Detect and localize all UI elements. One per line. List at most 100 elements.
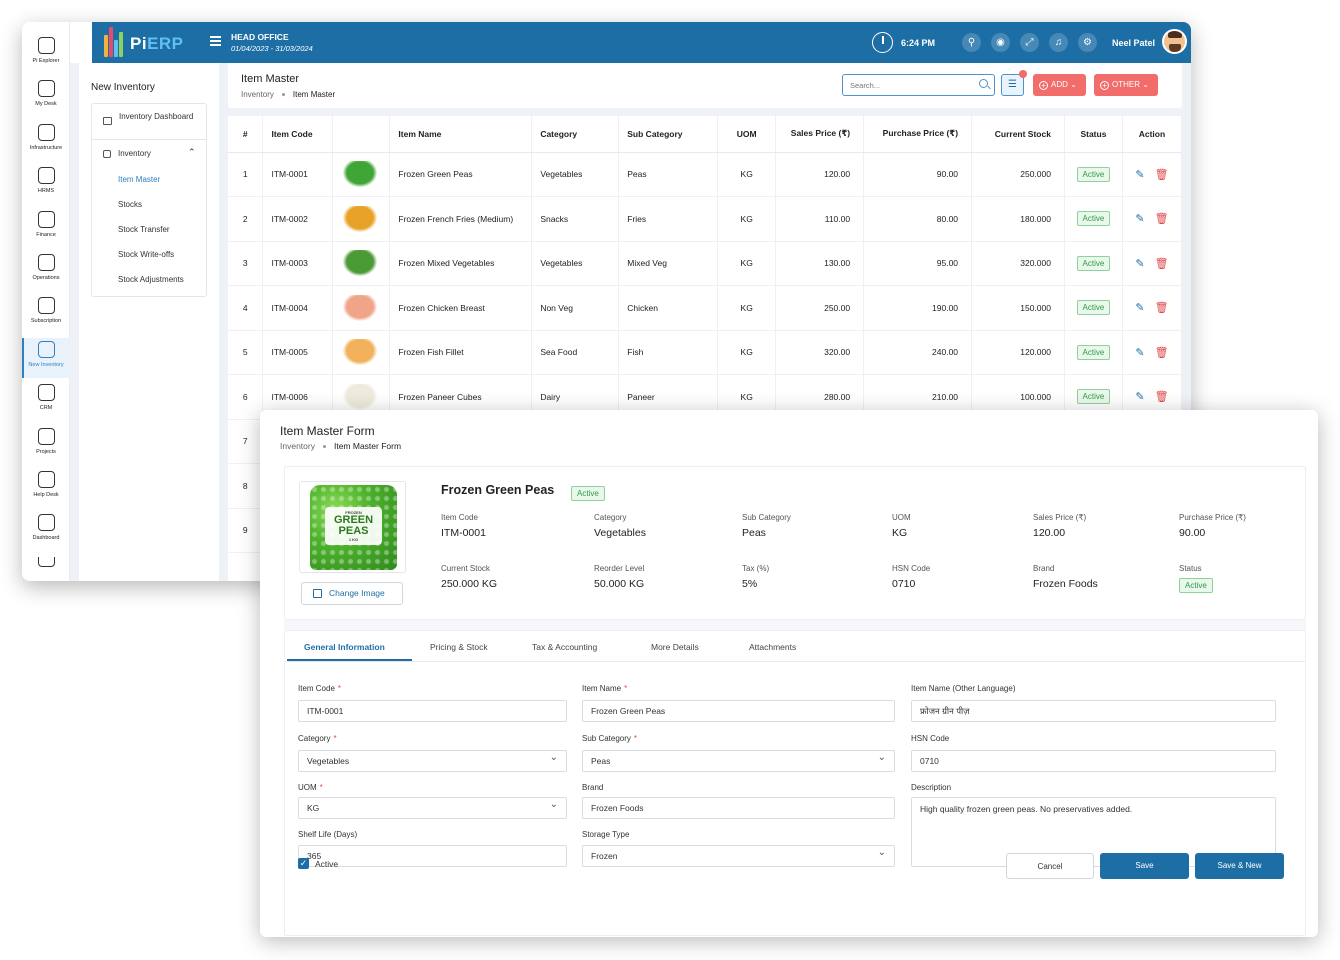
plus-circle-icon: + <box>1039 81 1048 90</box>
summary-label: Sales Price (₹) <box>1033 513 1087 522</box>
table-row[interactable]: 2 ITM-0002 Frozen French Fries (Medium) Sna… <box>228 196 1183 242</box>
nav-item-label: Operations <box>32 275 60 281</box>
sub-category-select[interactable]: Peas <box>582 748 895 772</box>
hsn-code-field[interactable] <box>911 750 1276 772</box>
other-button[interactable]: + OTHER ⌄ <box>1094 74 1158 96</box>
nav-item-projects[interactable]: Projects <box>22 425 70 465</box>
pin-icon[interactable]: ⚲ <box>962 33 981 52</box>
edit-icon[interactable]: ✎ <box>1135 168 1145 181</box>
tab-attachments[interactable]: Attachments <box>749 642 797 652</box>
tab-general-information[interactable]: General Information <box>304 642 385 652</box>
search-input[interactable] <box>843 75 973 95</box>
menu-icon[interactable] <box>210 36 221 46</box>
nav-item-new-inventory[interactable]: New Inventory <box>22 337 70 378</box>
subnav-group-label: Inventory <box>118 149 151 158</box>
edit-icon[interactable]: ✎ <box>1135 213 1145 226</box>
tab-tax-accounting[interactable]: Tax & Accounting <box>532 642 598 652</box>
column-header[interactable]: UOM <box>717 116 777 153</box>
delete-icon[interactable]: 🗑 <box>1154 168 1169 181</box>
nav-item-help-desk[interactable]: Help Desk <box>22 468 70 508</box>
subnav-item-stock-transfer[interactable]: Stock Transfer <box>118 225 170 234</box>
column-header[interactable]: Purchase Price (₹) <box>863 116 973 153</box>
save-button[interactable]: Save <box>1100 853 1189 879</box>
table-row[interactable]: 3 ITM-0003 Frozen Mixed Vegetables Vegetabl… <box>228 241 1183 286</box>
delete-icon[interactable]: 🗑 <box>1154 346 1169 359</box>
active-checkbox[interactable]: ✓ <box>298 858 309 869</box>
edit-icon[interactable]: ✎ <box>1135 257 1145 270</box>
subnav-item-stock-write-offs[interactable]: Stock Write-offs <box>118 250 175 259</box>
column-header[interactable]: # <box>228 116 264 153</box>
uom-select[interactable]: KG <box>298 795 567 819</box>
change-image-button[interactable]: Change Image <box>301 582 403 605</box>
nav-item-subscription[interactable]: Subscription <box>22 294 70 334</box>
desk-icon <box>38 80 55 98</box>
product-name: Frozen Green Peas <box>441 483 555 497</box>
column-header[interactable]: Category <box>531 116 620 153</box>
column-header[interactable]: Status <box>1064 116 1123 153</box>
avatar[interactable] <box>1162 29 1187 54</box>
search-icon[interactable] <box>979 79 988 88</box>
item-code-field[interactable] <box>298 700 567 722</box>
breadcrumb-current: Item Master Form <box>333 441 402 451</box>
app-logo[interactable]: PiERP <box>102 26 202 60</box>
bell-icon[interactable]: ♫ <box>1049 33 1068 52</box>
nav-item-infrastructure[interactable]: Infrastructure <box>22 121 70 161</box>
nav-item-hrms[interactable]: HRMS <box>22 164 70 204</box>
delete-icon[interactable]: 🗑 <box>1154 391 1169 404</box>
expand-icon[interactable]: ⤢ <box>1020 33 1039 52</box>
edit-icon[interactable]: ✎ <box>1135 391 1145 404</box>
gear-icon[interactable]: ⚙ <box>1078 33 1097 52</box>
item-name-other-language-field[interactable] <box>911 700 1276 722</box>
tab-more-details[interactable]: More Details <box>651 642 699 652</box>
summary-current-stock: Current Stock 250.000 KG <box>441 564 497 590</box>
column-header[interactable]: Item Code <box>262 116 334 153</box>
column-header[interactable]: Sales Price (₹) <box>775 116 865 153</box>
subnav-item-item-master[interactable]: Item Master <box>118 175 161 184</box>
edit-icon[interactable]: ✎ <box>1135 346 1145 359</box>
shelf-life-field[interactable] <box>298 845 567 867</box>
nav-item-operations[interactable]: Operations <box>22 251 70 291</box>
column-header[interactable] <box>332 116 391 153</box>
chevron-up-icon[interactable]: ⌃ <box>188 147 196 157</box>
nav-item-crm[interactable]: CRM <box>22 381 70 421</box>
cart-icon[interactable] <box>22 555 70 569</box>
uom-cell: KG <box>717 241 777 286</box>
edit-icon[interactable]: ✎ <box>1135 302 1145 315</box>
column-header[interactable]: Item Name <box>389 116 533 153</box>
storage-type-select[interactable]: Frozen <box>582 843 895 867</box>
table-row[interactable]: 4 ITM-0004 Frozen Chicken Breast Non Veg Chi… <box>228 285 1183 331</box>
form-body: FROZEN GREEN PEAS 1 KG Change Image Froz… <box>284 466 1306 936</box>
column-header[interactable]: Sub Category <box>618 116 719 153</box>
nav-item-finance[interactable]: Finance <box>22 208 70 248</box>
delete-icon[interactable]: 🗑 <box>1154 302 1169 315</box>
table-row[interactable]: 5 ITM-0005 Frozen Fish Fillet Sea Food Fish K… <box>228 330 1183 375</box>
column-header[interactable]: Action <box>1122 116 1183 153</box>
subnav-item-inventory-dashboard[interactable]: Inventory Dashboard <box>92 104 206 140</box>
nav-item-dashboard[interactable]: Dashboard <box>22 511 70 551</box>
eye-icon[interactable]: ◉ <box>991 33 1010 52</box>
delete-icon[interactable]: 🗑 <box>1154 213 1169 226</box>
breadcrumb-root[interactable]: Inventory <box>241 90 274 99</box>
user-name[interactable]: Neel Patel <box>1112 38 1156 48</box>
subnav-group-inventory[interactable]: Inventory ⌃ <box>92 146 206 162</box>
column-header[interactable]: Current Stock <box>971 116 1065 153</box>
nav-item-pi-explorer[interactable]: Pi Explorer <box>22 34 70 74</box>
subnav-item-stock-adjustments[interactable]: Stock Adjustments <box>118 275 184 284</box>
breadcrumb-root[interactable]: Inventory <box>280 441 315 451</box>
tab-pricing-stock[interactable]: Pricing & Stock <box>430 642 488 652</box>
delete-icon[interactable]: 🗑 <box>1154 257 1169 270</box>
nav-item-my-desk[interactable]: My Desk <box>22 77 70 117</box>
row-number: 7 <box>228 419 264 464</box>
subnav-item-stocks[interactable]: Stocks <box>118 200 143 209</box>
cancel-button[interactable]: Cancel <box>1006 853 1094 879</box>
table-row[interactable]: 1 ITM-0001 Frozen Green Peas Vegetables Peas… <box>228 152 1183 197</box>
add-button[interactable]: + ADD ⌄ <box>1033 74 1086 96</box>
office-selector[interactable]: HEAD OFFICE 01/04/2023 - 31/03/2024 <box>231 32 313 53</box>
brand-field[interactable] <box>582 797 895 819</box>
purchase-price-cell: 80.00 <box>863 196 973 242</box>
summary-status: Status Active <box>1179 564 1213 593</box>
category-select[interactable]: Vegetables <box>298 748 567 772</box>
save-and-new-button[interactable]: Save & New <box>1195 853 1284 879</box>
item-name-field[interactable] <box>582 700 895 722</box>
filter-button[interactable]: ☰ <box>1001 74 1024 96</box>
